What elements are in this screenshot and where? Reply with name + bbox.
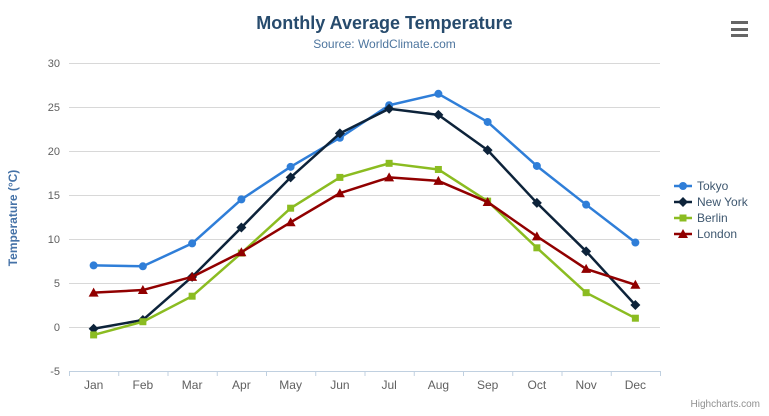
legend-marker-london xyxy=(678,229,688,238)
x-tick-label: Nov xyxy=(575,378,596,392)
point-london-sep[interactable] xyxy=(482,197,493,207)
point-new-york-may[interactable] xyxy=(285,172,296,183)
point-tokyo-dec[interactable] xyxy=(631,238,640,247)
y-tick-label: 5 xyxy=(54,278,60,290)
point-tokyo-aug[interactable] xyxy=(434,89,443,98)
point-tokyo-apr[interactable] xyxy=(237,195,246,204)
point-berlin-dec[interactable] xyxy=(631,314,639,322)
point-berlin-nov[interactable] xyxy=(582,289,590,297)
point-london-jan[interactable] xyxy=(88,287,99,297)
x-tick-label: Aug xyxy=(428,378,449,392)
x-tick-label: Oct xyxy=(528,378,547,392)
point-new-york-jul[interactable] xyxy=(384,103,395,114)
legend-item-tokyo[interactable]: Tokyo xyxy=(674,178,748,194)
x-tick-label: Apr xyxy=(232,378,251,392)
point-tokyo-oct[interactable] xyxy=(532,161,541,170)
legend-item-london[interactable]: London xyxy=(674,226,748,242)
x-tick-label: Sep xyxy=(477,378,499,392)
context-menu-button[interactable] xyxy=(728,19,752,39)
point-new-york-jan[interactable] xyxy=(88,323,99,334)
circle-marker-icon xyxy=(674,182,692,190)
point-tokyo-may[interactable] xyxy=(286,162,295,171)
square-marker-icon xyxy=(674,214,692,222)
point-berlin-jan[interactable] xyxy=(90,331,98,339)
legend: Tokyo New York Berlin London xyxy=(674,178,748,242)
point-new-york-dec[interactable] xyxy=(630,300,641,310)
series-line-tokyo xyxy=(92,92,637,268)
legend-item-new-york[interactable]: New York xyxy=(674,194,748,210)
y-tick-label: 25 xyxy=(48,102,60,114)
point-new-york-aug[interactable] xyxy=(433,109,444,120)
x-tick-label: Jul xyxy=(381,378,396,392)
x-tick-label: Mar xyxy=(182,378,203,392)
x-tick-label: May xyxy=(279,378,302,392)
legend-marker-berlin xyxy=(679,214,687,222)
point-berlin-may[interactable] xyxy=(287,204,295,212)
point-berlin-oct[interactable] xyxy=(533,244,541,252)
point-london-dec[interactable] xyxy=(630,279,641,289)
y-tick-label: 15 xyxy=(48,190,60,202)
point-tokyo-feb[interactable] xyxy=(138,262,147,271)
point-berlin-jun[interactable] xyxy=(336,173,344,181)
point-london-oct[interactable] xyxy=(531,231,542,241)
y-tick-label: 10 xyxy=(48,234,60,246)
credits-link[interactable]: Highcharts.com xyxy=(690,399,760,410)
point-london-feb[interactable] xyxy=(137,285,148,295)
legend-item-berlin[interactable]: Berlin xyxy=(674,210,748,226)
hamburger-icon xyxy=(731,21,748,24)
hamburger-icon xyxy=(731,27,748,31)
diamond-marker-icon xyxy=(674,197,692,207)
x-tick-label: Jun xyxy=(330,378,349,392)
y-tick-label: 20 xyxy=(48,146,60,158)
point-new-york-oct[interactable] xyxy=(531,197,542,208)
point-berlin-aug[interactable] xyxy=(434,165,442,173)
legend-label-berlin: Berlin xyxy=(697,211,728,225)
chart-subtitle: Source: WorldClimate.com xyxy=(313,37,456,51)
point-berlin-feb[interactable] xyxy=(139,318,147,326)
legend-label-london: London xyxy=(697,227,738,241)
y-tick-label: -5 xyxy=(50,366,60,378)
y-axis-title: Temperature (°C) xyxy=(6,169,20,267)
point-london-aug[interactable] xyxy=(433,175,444,185)
legend-marker-new-york xyxy=(678,197,688,207)
series-line-new-york xyxy=(92,107,637,331)
hamburger-icon xyxy=(731,34,748,37)
point-berlin-mar[interactable] xyxy=(188,292,196,300)
x-tick-label: Feb xyxy=(133,378,154,392)
legend-marker-tokyo xyxy=(679,182,687,190)
point-new-york-sep[interactable] xyxy=(482,145,493,156)
legend-label-tokyo: Tokyo xyxy=(697,179,729,193)
x-tick-label: Dec xyxy=(625,378,646,392)
point-new-york-jun[interactable] xyxy=(334,128,345,139)
chart-title: Monthly Average Temperature xyxy=(256,13,513,33)
point-london-mar[interactable] xyxy=(187,271,198,281)
x-tick-label: Jan xyxy=(84,378,103,392)
series-line-london xyxy=(92,176,637,294)
point-new-york-apr[interactable] xyxy=(236,222,247,233)
point-london-jun[interactable] xyxy=(334,188,345,198)
point-london-may[interactable] xyxy=(285,217,296,227)
point-london-apr[interactable] xyxy=(236,247,247,257)
point-london-jul[interactable] xyxy=(384,172,395,182)
point-tokyo-mar[interactable] xyxy=(188,239,197,248)
series-line-berlin xyxy=(92,162,637,337)
point-berlin-jul[interactable] xyxy=(385,159,393,167)
y-tick-label: 30 xyxy=(48,58,60,70)
point-tokyo-jan[interactable] xyxy=(89,261,98,270)
triangle-marker-icon xyxy=(674,229,692,238)
y-tick-label: 0 xyxy=(54,322,60,334)
legend-label-new-york: New York xyxy=(697,195,748,209)
point-london-nov[interactable] xyxy=(581,263,592,273)
point-tokyo-nov[interactable] xyxy=(582,200,591,209)
point-new-york-nov[interactable] xyxy=(581,246,592,257)
point-tokyo-sep[interactable] xyxy=(483,117,492,126)
